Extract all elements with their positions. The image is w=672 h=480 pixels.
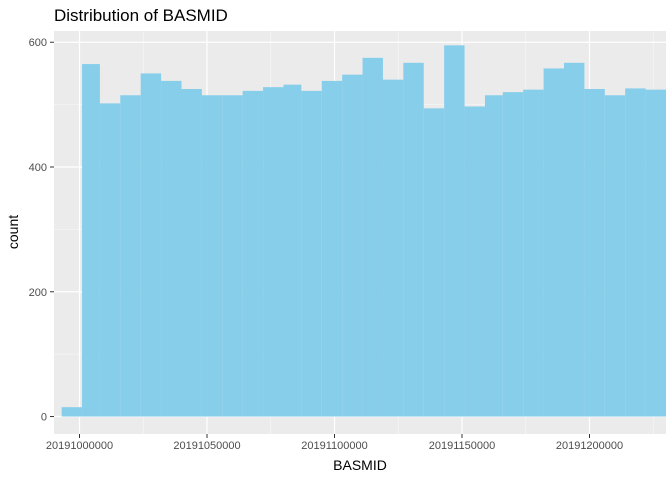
x-tick-label: 20191100000	[301, 440, 367, 452]
y-tick-label: 200	[29, 287, 47, 299]
histogram-bar	[502, 92, 524, 417]
y-tick-label: 400	[29, 162, 47, 174]
histogram-bars	[61, 45, 666, 417]
histogram-bar	[263, 87, 284, 417]
histogram-bar	[564, 62, 585, 417]
histogram-bar	[181, 89, 202, 417]
histogram-bar	[222, 95, 243, 417]
histogram-bar	[82, 64, 100, 417]
histogram-bar	[301, 90, 322, 417]
x-tick-label: 20191000000	[46, 440, 113, 452]
histogram-bar	[321, 80, 343, 417]
y-tick-label: 600	[29, 37, 47, 49]
histogram-bar	[61, 407, 83, 417]
histogram-bar	[464, 106, 485, 417]
x-axis-title: BASMID	[333, 457, 387, 473]
histogram-bar	[140, 73, 162, 417]
histogram-bar	[161, 80, 182, 417]
histogram-bar	[382, 79, 404, 417]
histogram-bar	[120, 95, 141, 417]
histogram-bar	[484, 95, 503, 417]
histogram-bar	[201, 95, 223, 417]
histogram-bar	[283, 84, 302, 417]
histogram-bar	[523, 89, 544, 417]
x-tick-label: 20191200000	[556, 440, 623, 452]
y-tick-label: 0	[41, 412, 47, 424]
histogram-bar	[423, 108, 445, 417]
y-axis-title: count	[5, 215, 21, 249]
y-axis-ticks: 0 200 400 600	[29, 37, 54, 424]
x-axis-ticks: 20191000000 20191050000 20191100000 2019115…	[46, 434, 623, 452]
histogram-bar	[625, 88, 646, 417]
histogram-bar	[99, 103, 121, 417]
histogram-bar	[242, 90, 264, 417]
x-tick-label: 20191150000	[429, 440, 495, 452]
histogram-bar	[362, 57, 383, 417]
histogram-bar	[342, 74, 363, 417]
histogram-bar	[543, 68, 564, 417]
chart-title: Distribution of BASMID	[54, 6, 228, 25]
histogram-bar	[584, 89, 605, 417]
histogram-bar	[645, 89, 666, 417]
histogram-bar	[604, 95, 626, 417]
histogram-bar	[403, 62, 424, 417]
x-tick-label: 20191050000	[173, 440, 240, 452]
histogram-bar	[444, 45, 465, 417]
